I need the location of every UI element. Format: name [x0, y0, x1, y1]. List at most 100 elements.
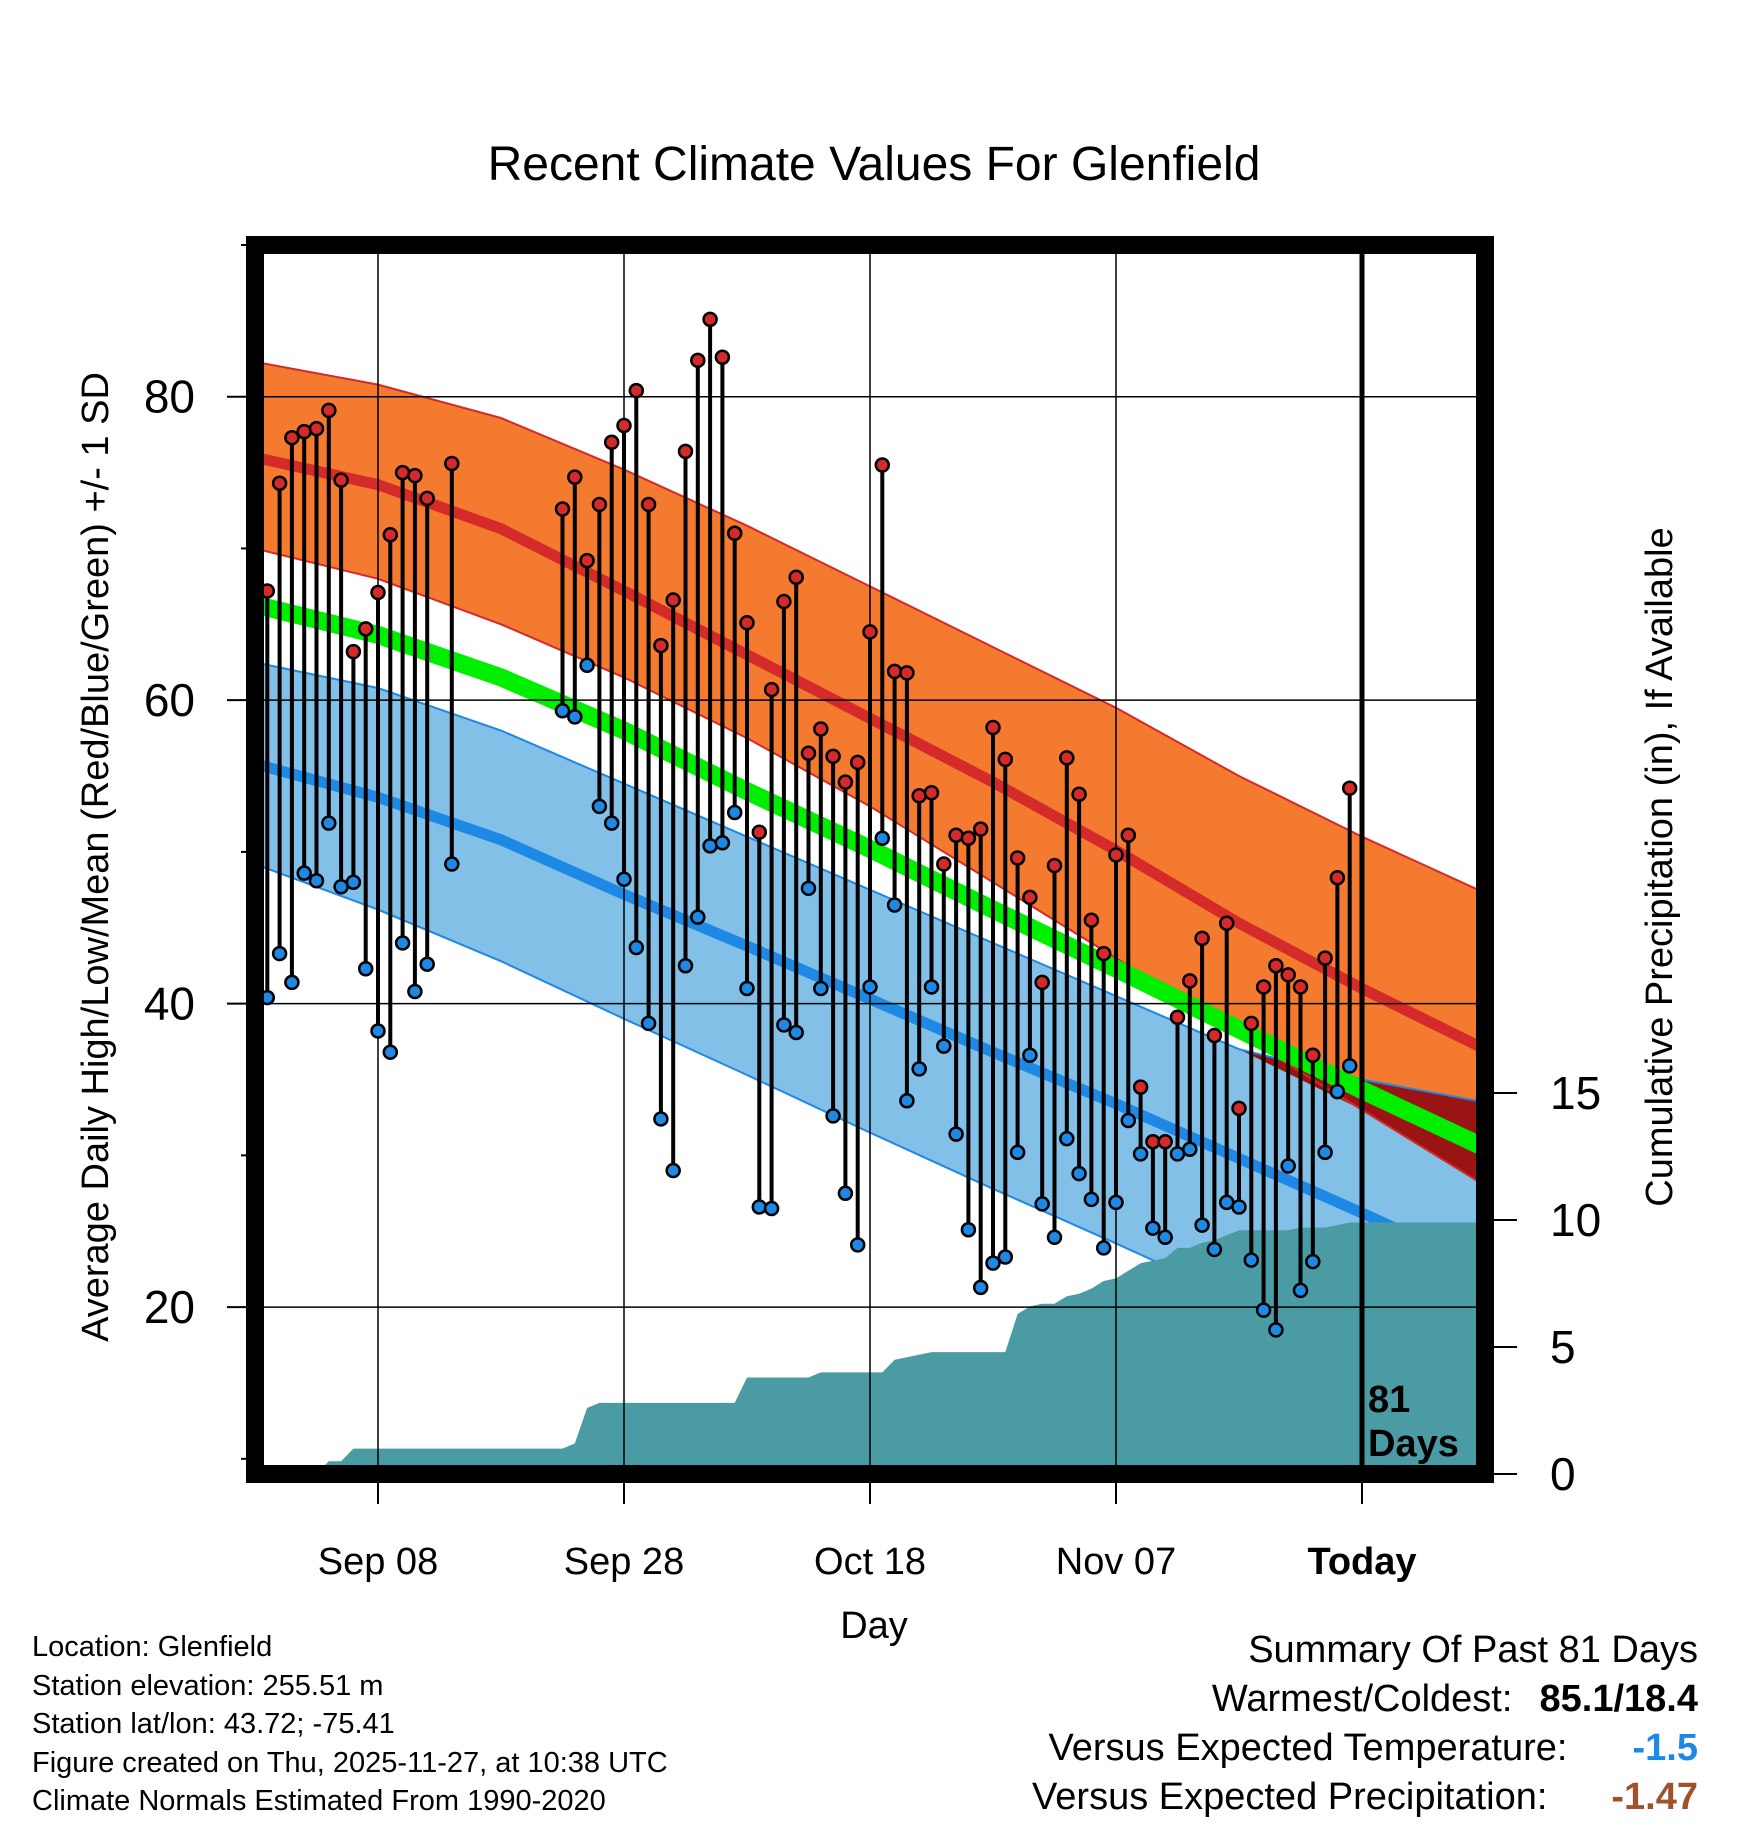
y-tick-label: 80: [144, 371, 195, 423]
high-point: [1157, 1133, 1173, 1150]
low-point: [1108, 1194, 1124, 1211]
low-point: [308, 872, 325, 889]
high-point: [1046, 857, 1063, 874]
low-point: [1231, 1199, 1247, 1215]
high-point: [296, 423, 312, 440]
high-point: [849, 754, 866, 771]
low-point: [665, 1162, 681, 1179]
low-point: [1280, 1158, 1296, 1174]
high-point: [321, 402, 337, 419]
high-point: [1317, 950, 1333, 966]
high-point: [751, 824, 768, 840]
low-point: [751, 1199, 768, 1215]
low-point: [591, 798, 608, 815]
y-axis-right-label: Cumulative Precipitation (in), If Availa…: [1639, 527, 1681, 1206]
low-point: [714, 835, 731, 851]
high-point: [1083, 912, 1100, 928]
low-point: [739, 980, 755, 997]
precip-value: -1.47: [1611, 1776, 1698, 1818]
range-value: 85.1/18.4: [1539, 1678, 1698, 1720]
x-tick-label: Sep 28: [564, 1541, 684, 1583]
low-point: [1194, 1217, 1210, 1233]
low-point: [579, 657, 595, 674]
high-point: [444, 455, 460, 472]
high-point: [788, 569, 804, 586]
high-point: [407, 467, 423, 484]
low-point: [567, 709, 583, 725]
today-annotation-line: 81: [1368, 1379, 1410, 1421]
low-point: [1317, 1144, 1333, 1161]
low-point: [640, 1015, 657, 1032]
high-point: [899, 665, 915, 681]
low-point: [1022, 1047, 1038, 1063]
axes: 20 40 60 80 0 5 10 15 Sep 08 Sep 28 Oct 18 Nov 07 To…: [144, 236, 1601, 1583]
high-point: [874, 457, 891, 473]
low-point: [726, 804, 743, 821]
x-tick-label: Nov 07: [1056, 1541, 1176, 1583]
x-tick-label: Sep 08: [318, 1541, 438, 1583]
low-point: [837, 1185, 854, 1202]
high-point: [837, 774, 854, 790]
low-point: [923, 979, 940, 995]
today-annotation-line: Days: [1368, 1423, 1459, 1465]
high-point: [554, 501, 571, 517]
low-point: [1046, 1229, 1063, 1246]
temp-value: -1.5: [1632, 1727, 1698, 1769]
high-point: [1095, 945, 1112, 962]
high-point: [370, 584, 386, 601]
low-point: [603, 815, 620, 831]
high-point: [800, 745, 817, 762]
low-point: [800, 880, 817, 897]
low-point: [370, 1023, 386, 1039]
low-point: [1071, 1165, 1087, 1182]
low-point: [357, 960, 374, 977]
precip-label: Versus Expected Precipitation:: [1032, 1776, 1548, 1818]
high-point: [739, 615, 755, 631]
low-point: [936, 1038, 952, 1054]
high-point: [923, 784, 940, 801]
high-point: [1009, 850, 1026, 866]
y-axis-label: Average Daily High/Low/Mean (Red/Blue/Gr…: [75, 372, 117, 1342]
low-point: [382, 1044, 399, 1060]
low-point: [776, 1017, 792, 1033]
normals-text: Climate Normals Estimated From 1990-2020: [32, 1785, 606, 1817]
high-point: [628, 382, 645, 399]
y-tick-label: 20: [144, 1281, 195, 1333]
high-point: [960, 830, 977, 847]
y-right-tick-label: 0: [1550, 1448, 1576, 1500]
low-point: [1341, 1058, 1358, 1074]
high-point: [1280, 967, 1296, 983]
low-point: [972, 1279, 989, 1296]
created-text: Figure created on Thu, 2025-11-27, at 10…: [32, 1746, 668, 1779]
range-label: Warmest/Coldest:: [1211, 1678, 1513, 1720]
low-point: [1157, 1229, 1173, 1246]
low-point: [271, 945, 288, 962]
low-point: [1132, 1146, 1149, 1162]
high-point: [862, 624, 878, 640]
temp-label: Versus Expected Temperature:: [1048, 1727, 1568, 1769]
high-point: [677, 443, 694, 460]
x-tick-label: Today: [1307, 1541, 1416, 1583]
summary-range-row: Warmest/Coldest: 85.1/18.4: [1032, 1675, 1698, 1724]
high-point: [1132, 1079, 1149, 1095]
y-tick-label: 40: [144, 978, 195, 1030]
high-point: [345, 643, 362, 660]
low-point: [321, 815, 337, 831]
x-tick-label: Oct 18: [814, 1541, 926, 1583]
low-point: [763, 1200, 780, 1217]
high-point: [1120, 827, 1137, 843]
high-point: [1292, 979, 1309, 995]
high-point: [1034, 974, 1050, 991]
high-point: [603, 434, 620, 450]
low-point: [1145, 1220, 1161, 1236]
high-point: [382, 527, 399, 543]
high-point: [702, 311, 718, 328]
low-point: [1268, 1322, 1284, 1338]
y-right-tick-label: 15: [1550, 1067, 1601, 1119]
elevation-text: Station elevation: 255.51 m: [32, 1669, 384, 1702]
high-point: [1059, 750, 1075, 766]
high-point: [1341, 780, 1358, 796]
precipitation-area: [255, 1222, 1485, 1474]
low-point: [899, 1092, 915, 1109]
high-point: [726, 525, 743, 542]
